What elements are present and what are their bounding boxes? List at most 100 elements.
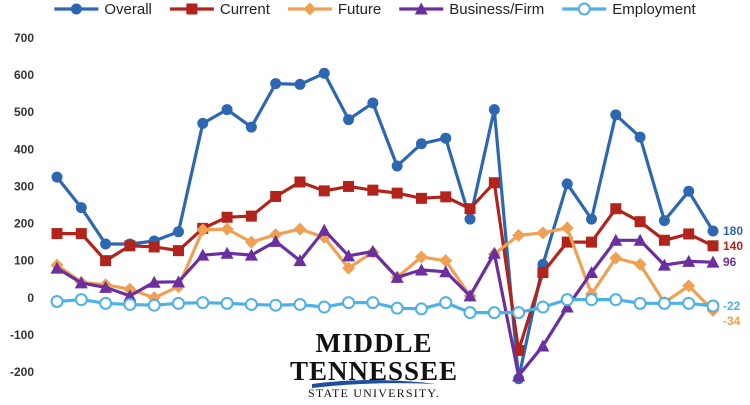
legend-marker-business-firm (414, 2, 428, 15)
legend-label-future: Future (338, 1, 381, 18)
current-line (57, 180, 714, 353)
current-point (513, 344, 525, 356)
future-point (536, 226, 550, 240)
overall-point (610, 109, 622, 121)
legend-item-overall: Overall (54, 1, 152, 18)
business-firm-point (147, 275, 161, 288)
current-point (683, 228, 695, 240)
future-point (342, 261, 356, 275)
current-point (707, 240, 719, 252)
overall-point (391, 160, 403, 172)
current-point (561, 236, 573, 248)
future-point (633, 257, 647, 271)
overall-point (464, 213, 476, 225)
series-business-firm (50, 223, 720, 382)
current-point (318, 185, 330, 197)
y-tick-label: 100 (14, 254, 34, 268)
employment-point (123, 297, 137, 311)
current-point (124, 240, 136, 252)
current-point (415, 192, 427, 204)
overall-point (51, 171, 63, 183)
current-point (367, 184, 379, 196)
business-firm-point (123, 289, 137, 302)
future-point (293, 222, 307, 236)
overall-point (318, 67, 330, 79)
employment-point (342, 296, 356, 310)
employment-point (609, 293, 623, 307)
future-point (220, 222, 234, 236)
overall-point (270, 78, 282, 90)
legend-marker-current (186, 3, 198, 15)
overall-point (561, 178, 573, 190)
employment-point (390, 301, 404, 315)
current-point (294, 176, 306, 188)
y-tick-label: -200 (10, 365, 34, 379)
overall-point (343, 114, 355, 126)
business-firm-point (560, 300, 574, 313)
business-firm-point (414, 263, 428, 276)
business-firm-end-label: 96 (723, 255, 737, 269)
employment-point (633, 296, 647, 310)
future-point (196, 223, 210, 237)
current-point (537, 267, 549, 279)
logo-swoosh (312, 380, 436, 388)
employment-point (317, 300, 331, 314)
current-point (75, 228, 87, 240)
business-firm-point (390, 270, 404, 283)
current-point (464, 203, 476, 215)
overall-point (586, 213, 598, 225)
overall-point (658, 215, 670, 227)
overall-point (294, 78, 306, 90)
business-firm-point (74, 276, 88, 289)
overall-point (634, 131, 646, 143)
future-point (439, 254, 453, 268)
current-point (610, 203, 622, 215)
business-firm-point (171, 275, 185, 288)
current-point (658, 234, 670, 246)
business-firm-point (342, 249, 356, 262)
overall-point (440, 132, 452, 144)
current-point (391, 187, 403, 199)
employment-point (536, 300, 550, 314)
overall-line (55, 71, 715, 381)
y-tick-label: -100 (10, 328, 34, 342)
current-point (634, 216, 646, 228)
current-point (440, 191, 452, 203)
current-end-label: 140 (723, 239, 743, 253)
y-tick-label: 600 (14, 68, 34, 82)
business-firm-point (633, 233, 647, 246)
future-point (609, 251, 623, 265)
y-tick-label: 300 (14, 179, 34, 193)
overall-point (172, 226, 184, 238)
employment-point (196, 296, 210, 310)
business-firm-point (196, 248, 210, 261)
legend-label-business-firm: Business/Firm (449, 1, 544, 18)
business-firm-point (269, 234, 283, 247)
legend-item-employment: Employment (562, 1, 696, 18)
legend-marker-employment (577, 2, 591, 16)
employment-point (439, 296, 453, 310)
y-tick-label: 200 (14, 217, 34, 231)
employment-end-label: -22 (723, 299, 741, 313)
business-firm-point (50, 261, 64, 274)
future-point (682, 279, 696, 293)
overall-point (75, 202, 87, 214)
business-firm-point (487, 246, 501, 259)
future-point (414, 250, 428, 264)
employment-point (560, 293, 574, 307)
employment-point (74, 293, 88, 307)
employment-point (50, 294, 64, 308)
overall-point (367, 97, 379, 109)
overall-point (707, 225, 719, 237)
business-firm-point (585, 266, 599, 279)
overall-point (100, 238, 112, 250)
legend-item-business-firm: Business/Firm (399, 1, 544, 18)
university-logo: MIDDLE TENNESSEE STATE UNIVERSITY. (290, 328, 457, 400)
overall-point (488, 104, 500, 116)
business-firm-point (317, 223, 331, 236)
logo-line-middle: MIDDLE (315, 328, 432, 358)
overall-point (221, 104, 233, 116)
